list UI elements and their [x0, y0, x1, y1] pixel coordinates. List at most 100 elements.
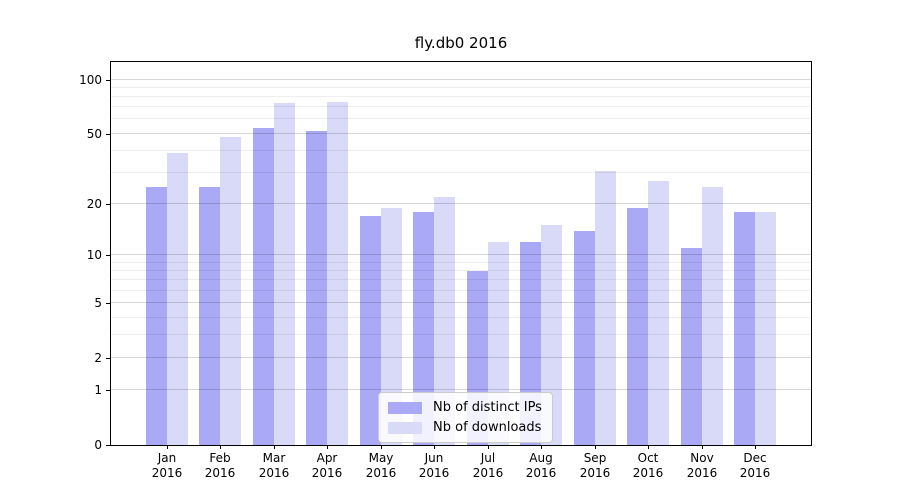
y-tick-label-0: 0	[94, 438, 102, 452]
gridline-minor-60	[111, 118, 811, 119]
bar-ips-sep	[573, 231, 595, 445]
legend-swatch-downloads	[388, 421, 422, 434]
x-tick-year: 2016	[525, 466, 557, 480]
x-tick-mark-nov	[702, 445, 703, 449]
x-tick-year: 2016	[632, 466, 664, 480]
x-tick-month: Sep	[583, 451, 607, 465]
gridline-major-5	[111, 302, 811, 303]
gridline-major-10	[111, 254, 811, 255]
x-tick-mark-may	[381, 445, 382, 449]
x-tick-year: 2016	[472, 466, 504, 480]
bar-downloads-mar	[273, 103, 295, 445]
bar-ips-jan	[145, 187, 167, 445]
legend-item-downloads: Nb of downloads	[388, 420, 542, 435]
gridline-minor-30	[111, 172, 811, 173]
x-tick-year: 2016	[739, 466, 771, 480]
x-tick-label-feb: Feb 2016	[192, 451, 248, 481]
x-tick-mark-jan	[167, 445, 168, 449]
y-tick-label-5: 5	[94, 296, 102, 310]
x-tick-month: Oct	[637, 451, 659, 465]
gridline-major-20	[111, 203, 811, 204]
bar-downloads-may	[380, 208, 402, 445]
x-tick-month: Jan	[157, 451, 177, 465]
x-tick-month: Dec	[743, 451, 767, 465]
x-tick-mark-oct	[648, 445, 649, 449]
y-tick-label-1: 1	[94, 383, 102, 397]
x-tick-label-nov: Nov 2016	[674, 451, 730, 481]
x-tick-label-jun: Jun 2016	[406, 451, 462, 481]
x-tick-label-jan: Jan 2016	[139, 451, 195, 481]
x-tick-year: 2016	[204, 466, 236, 480]
gridline-minor-4	[111, 317, 811, 318]
y-tick-label-20: 20	[86, 197, 102, 211]
gridline-minor-70	[111, 106, 811, 107]
x-tick-mark-jun	[434, 445, 435, 449]
y-tick-mark-20	[106, 204, 111, 205]
gridline-major-2	[111, 357, 811, 358]
x-tick-mark-dec	[755, 445, 756, 449]
x-tick-mark-feb	[220, 445, 221, 449]
gridline-minor-40	[111, 150, 811, 151]
gridline-major-100	[111, 79, 811, 80]
y-tick-label-2: 2	[94, 351, 102, 365]
x-tick-month: Nov	[690, 451, 714, 465]
x-tick-month: Mar	[262, 451, 286, 465]
y-tick-mark-10	[106, 255, 111, 256]
legend-swatch-distinct-ips	[388, 401, 422, 414]
x-tick-mark-sep	[595, 445, 596, 449]
chart-title: fly.db0 2016	[414, 34, 508, 52]
x-tick-label-apr: Apr 2016	[299, 451, 355, 481]
x-tick-mark-apr	[327, 445, 328, 449]
bar-ips-dec	[734, 212, 756, 445]
bar-downloads-apr	[327, 102, 349, 445]
x-tick-year: 2016	[686, 466, 718, 480]
y-tick-mark-0	[106, 445, 111, 446]
x-tick-mark-aug	[541, 445, 542, 449]
gridline-minor-7	[111, 279, 811, 280]
bar-downloads-feb	[220, 137, 242, 445]
bar-ips-oct	[627, 208, 649, 445]
bar-ips-feb	[199, 187, 221, 445]
bar-ips-may	[359, 216, 381, 445]
gridline-minor-8	[111, 270, 811, 271]
x-tick-month: May	[368, 451, 394, 465]
legend-item-distinct-ips: Nb of distinct IPs	[388, 400, 542, 415]
x-tick-label-dec: Dec 2016	[727, 451, 783, 481]
y-tick-label-50: 50	[86, 127, 102, 141]
x-tick-label-may: May 2016	[353, 451, 409, 481]
x-tick-month: Apr	[316, 451, 338, 465]
x-tick-label-aug: Aug 2016	[513, 451, 569, 481]
legend: Nb of distinct IPs Nb of downloads	[378, 392, 553, 443]
gridline-major-50	[111, 133, 811, 134]
bar-downloads-oct	[648, 181, 670, 445]
y-tick-label-100: 100	[79, 73, 102, 87]
x-tick-label-oct: Oct 2016	[620, 451, 676, 481]
legend-label-downloads: Nb of downloads	[433, 420, 542, 435]
x-tick-year: 2016	[365, 466, 397, 480]
gridline-minor-3	[111, 334, 811, 335]
y-tick-mark-2	[106, 358, 111, 359]
gridline-minor-90	[111, 87, 811, 88]
x-tick-month: Jul	[480, 451, 496, 465]
x-tick-year: 2016	[579, 466, 611, 480]
y-tick-mark-50	[106, 134, 111, 135]
x-tick-year: 2016	[151, 466, 183, 480]
x-tick-year: 2016	[258, 466, 290, 480]
bar-downloads-nov	[701, 187, 723, 445]
bar-downloads-jun	[434, 197, 456, 445]
y-tick-mark-1	[106, 390, 111, 391]
gridline-minor-9	[111, 262, 811, 263]
bar-ips-nov	[680, 248, 702, 445]
gridline-minor-80	[111, 96, 811, 97]
y-tick-mark-5	[106, 303, 111, 304]
gridline-major-1	[111, 389, 811, 390]
x-tick-label-mar: Mar 2016	[246, 451, 302, 481]
bar-downloads-jan	[166, 153, 188, 445]
plot-area: Nb of distinct IPs Nb of downloads	[110, 61, 812, 446]
x-tick-mark-jul	[488, 445, 489, 449]
bar-downloads-sep	[594, 171, 616, 445]
bar-ips-apr	[306, 131, 328, 445]
bar-ips-mar	[252, 128, 274, 445]
bar-downloads-dec	[755, 212, 777, 445]
